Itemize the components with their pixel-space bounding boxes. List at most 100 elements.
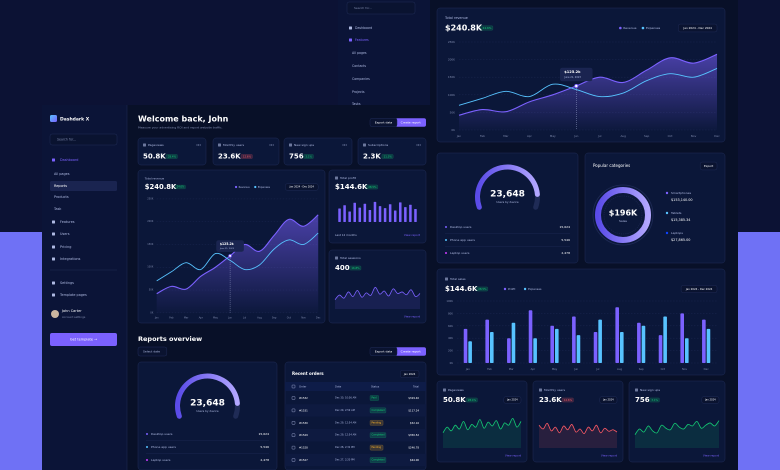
select-date[interactable]: Select date — [143, 350, 160, 354]
device-value: 15,624 — [560, 225, 571, 229]
period-filter-button[interactable] — [503, 396, 522, 404]
more-dot — [419, 144, 421, 146]
export-button[interactable] — [699, 161, 718, 171]
bar — [507, 338, 511, 363]
menu-item[interactable]: All pages — [54, 172, 70, 176]
y-tick-label: 0K — [451, 128, 455, 132]
create-report[interactable]: Create report — [401, 121, 422, 125]
period-filter[interactable]: Jan 2024 — [704, 399, 716, 402]
device-label: Laptop users — [450, 251, 470, 255]
create-report-button[interactable] — [395, 347, 426, 356]
bar — [378, 206, 382, 222]
y-tick-label: 150K — [448, 75, 455, 79]
date-range-button[interactable] — [678, 23, 718, 33]
card-title: Pageviews — [448, 388, 464, 392]
bar — [463, 328, 468, 363]
menu-item[interactable]: Products — [54, 195, 69, 199]
menu-item[interactable]: Projects — [352, 90, 365, 94]
checkbox[interactable] — [291, 396, 296, 400]
view-report-link[interactable]: View report — [505, 454, 522, 458]
menu-item[interactable]: Features — [355, 38, 369, 42]
user-role[interactable]: Account settings — [62, 315, 86, 319]
date-range-button[interactable] — [680, 285, 718, 293]
view-report-link[interactable]: View report — [404, 233, 421, 237]
category-value: $27,865.00 — [671, 238, 690, 242]
period-filter-button[interactable] — [599, 396, 618, 404]
period-filter[interactable]: Jan 2024 — [602, 399, 614, 402]
x-tick-label: Oct — [661, 367, 666, 371]
menu-item[interactable]: Users — [60, 232, 70, 236]
menu-item[interactable]: Dashboard — [60, 158, 78, 162]
card-icon — [445, 277, 448, 281]
date-range[interactable]: Jan 2024 - Dec 2024 — [682, 26, 712, 30]
view-report-link[interactable]: View report — [601, 454, 618, 458]
menu-item[interactable]: Pricing — [60, 245, 71, 249]
card-bg — [137, 137, 207, 166]
card-title: Popular categories — [593, 163, 630, 168]
bar — [363, 203, 367, 222]
menu-item[interactable]: Features — [60, 220, 75, 224]
row-dot — [146, 446, 148, 448]
checkbox[interactable] — [291, 445, 296, 450]
order-total: $64.00 — [410, 458, 419, 462]
export-data-button[interactable] — [369, 118, 398, 127]
menu-icon — [52, 293, 55, 297]
export-data-button[interactable] — [369, 347, 398, 356]
period-filter[interactable]: Jan 2024 — [403, 372, 416, 376]
checkbox[interactable] — [291, 433, 296, 437]
menu-item[interactable]: Template pages — [59, 293, 87, 297]
more-dot — [269, 144, 271, 146]
menu-item[interactable]: Reports — [54, 184, 67, 188]
donut-total: $196K — [609, 209, 638, 218]
view-report-link[interactable]: View report — [703, 454, 720, 458]
y-tick-label: 100K — [446, 299, 453, 303]
create-report-button[interactable] — [395, 118, 426, 127]
date-range[interactable]: Jan 2024 - Dec 2024 — [685, 287, 713, 291]
checkbox[interactable] — [291, 384, 296, 389]
search-box[interactable] — [49, 133, 118, 146]
period-filter[interactable]: Jan 2024 — [506, 399, 518, 402]
cta-button[interactable] — [50, 333, 117, 346]
y-tick-label: 0K — [450, 361, 454, 365]
card-bg — [436, 152, 579, 264]
y-tick-label: 200K — [147, 220, 154, 223]
menu-item[interactable]: Dashboard — [355, 26, 372, 30]
period-filter-button[interactable] — [701, 396, 720, 404]
period-filter-button[interactable] — [400, 370, 420, 378]
x-tick-label: Apr — [531, 367, 536, 371]
date-range-button[interactable] — [285, 183, 319, 191]
date-range[interactable]: Jan 2024 - Dec 2024 — [289, 186, 315, 189]
menu-item[interactable]: Task — [53, 207, 61, 211]
menu-item[interactable]: Integrations — [60, 257, 81, 261]
export[interactable]: Export — [704, 164, 714, 168]
card-icon — [635, 388, 638, 392]
menu-item[interactable]: Tasks — [351, 102, 361, 106]
line — [156, 232, 319, 282]
view-report-link[interactable]: View report — [404, 315, 421, 319]
menu-item[interactable]: Contacts — [352, 64, 366, 68]
create-report[interactable]: Create report — [401, 350, 422, 354]
search-box[interactable] — [346, 1, 416, 15]
checkbox[interactable] — [291, 408, 296, 413]
export-data[interactable]: Export data — [375, 350, 393, 354]
line-area — [156, 214, 319, 313]
more-dot — [418, 144, 420, 146]
trend-card: New sign ups 756 3.1% Jan 2024 View report — [628, 380, 726, 463]
order-date: Dec 29, 2:59 AM — [335, 409, 355, 412]
status-badge-bg — [369, 395, 379, 401]
checkbox[interactable] — [291, 458, 296, 462]
line-area — [459, 54, 717, 130]
change-badge-bg — [303, 154, 314, 159]
legend-label: Expenses — [528, 287, 542, 291]
order-id: #1527 — [299, 458, 308, 462]
menu-item[interactable]: Companies — [352, 77, 370, 81]
select-date-button[interactable] — [137, 346, 168, 357]
cta-label[interactable]: Get template → — [70, 338, 97, 342]
menu-item[interactable]: Settings — [60, 281, 74, 285]
menu-item[interactable]: All pages — [352, 51, 367, 55]
card-bg — [357, 137, 427, 166]
export-data[interactable]: Export data — [375, 121, 393, 125]
checkbox[interactable] — [291, 421, 296, 425]
more-dot — [199, 144, 201, 146]
